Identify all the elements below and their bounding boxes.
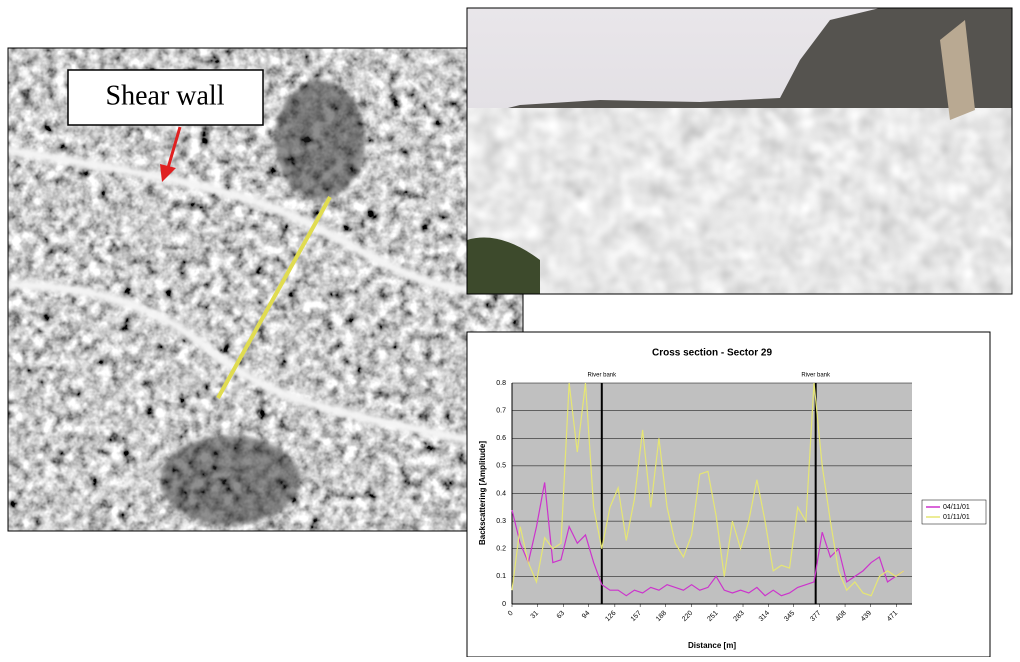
page: Shear wall Cross section - Sector 29 Dis…	[0, 0, 1020, 657]
y-tick-label: 0.8	[496, 380, 506, 387]
y-tick-label: 0.4	[496, 490, 506, 497]
annotation-label: Shear wall	[106, 80, 225, 111]
chart-title: Cross section - Sector 29	[652, 348, 772, 359]
y-axis-label: Backscattering [Amplitude]	[478, 441, 487, 545]
river-bank-label: River bank	[801, 373, 831, 379]
y-tick-label: 0	[502, 601, 506, 608]
river-bank-label: River bank	[587, 373, 617, 379]
figure: Shear wall Cross section - Sector 29 Dis…	[0, 0, 1020, 657]
y-tick-label: 0.3	[496, 518, 506, 525]
y-tick-label: 0.7	[496, 407, 506, 414]
photo	[467, 8, 1012, 294]
y-tick-label: 0.2	[496, 546, 506, 553]
x-axis-label: Distance [m]	[688, 641, 736, 650]
legend-label: 04/11/01	[943, 504, 970, 511]
y-tick-label: 0.5	[496, 463, 506, 470]
y-tick-label: 0.6	[496, 435, 506, 442]
legend-label: 01/11/01	[943, 514, 970, 521]
y-tick-label: 0.1	[496, 573, 506, 580]
